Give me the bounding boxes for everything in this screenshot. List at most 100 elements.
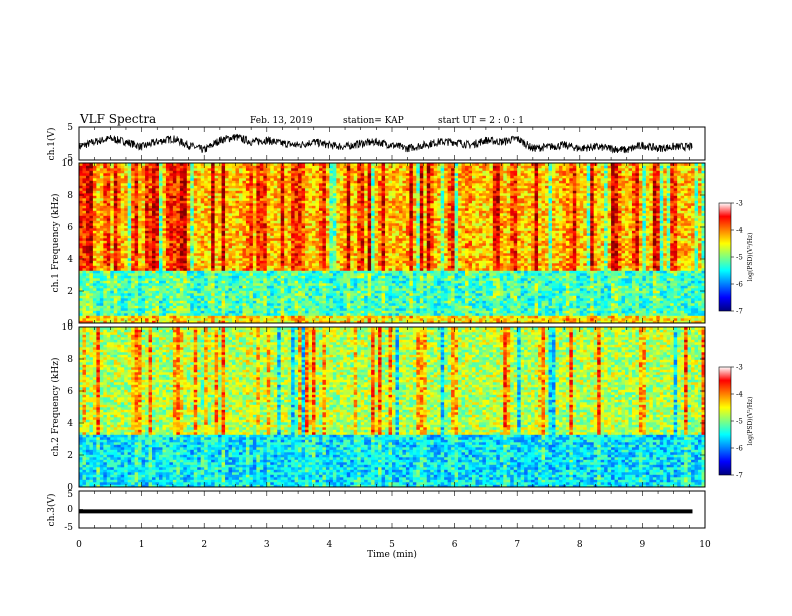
spectrogram-cell: [135, 243, 139, 246]
spectrogram-cell: [149, 313, 153, 316]
spectrogram-cell: [173, 241, 177, 244]
spectrogram-cell: [156, 271, 160, 274]
spectrogram-cell: [173, 271, 177, 274]
spectrogram-cell: [107, 268, 111, 271]
spectrogram-cell: [138, 191, 142, 194]
spectrogram-cell: [86, 243, 90, 246]
spectrogram-cell: [169, 213, 173, 216]
spectrogram-cell: [166, 291, 170, 294]
spectrogram-cell: [117, 276, 121, 279]
spectrogram-cell: [166, 298, 170, 301]
spectrogram-cell: [103, 201, 107, 204]
spectrogram-cell: [152, 291, 156, 294]
spectrogram-cell: [131, 206, 135, 209]
spectrogram-cell: [142, 308, 146, 311]
spectrogram-cell: [79, 233, 83, 236]
spectrogram-cell: [162, 266, 166, 269]
spectrogram-cell: [93, 191, 97, 194]
spectrogram-cell: [86, 213, 90, 216]
spectrogram-cell: [166, 271, 170, 274]
spectrogram-cell: [128, 166, 132, 169]
spectrogram-cell: [124, 183, 128, 186]
spectrogram-cell: [117, 281, 121, 284]
spectrogram-cell: [135, 268, 139, 271]
spectrogram-cell: [103, 283, 107, 286]
spectrogram-cell: [156, 248, 160, 251]
spectrogram-cell: [124, 231, 128, 234]
spectrogram-cell: [107, 256, 111, 259]
spectrogram-cell: [152, 223, 156, 226]
spectrogram-cell: [114, 251, 118, 254]
spectrogram-cell: [107, 253, 111, 256]
spectrogram-cell: [86, 188, 90, 191]
spectrogram-cell: [114, 313, 118, 316]
spectrogram-cell: [135, 246, 139, 249]
spectrogram-cell: [166, 268, 170, 271]
spectrogram-cell: [173, 256, 177, 259]
spectrogram-cell: [142, 288, 146, 291]
spectrogram-cell: [100, 238, 104, 241]
spectrogram-cell: [142, 261, 146, 264]
spectrogram-cell: [145, 238, 149, 241]
spectrogram-cell: [149, 221, 153, 224]
spectrogram-cell: [86, 198, 90, 201]
spectrogram-cell: [173, 238, 177, 241]
spectrogram-cell: [93, 278, 97, 281]
spectrogram-cell: [149, 231, 153, 234]
spectrogram-cell: [82, 276, 86, 279]
spectrogram-cell: [124, 173, 128, 176]
spectrogram-cell: [131, 233, 135, 236]
spectrogram-cell: [117, 296, 121, 299]
spectrogram-cell: [135, 286, 139, 289]
spectrogram-cell: [89, 308, 93, 311]
spectrogram-cell: [162, 216, 166, 219]
spectrogram-cell: [152, 178, 156, 181]
spectrogram-cell: [159, 193, 163, 196]
spectrogram-cell: [166, 246, 170, 249]
spectrogram-cell: [166, 256, 170, 259]
spectrogram-cell: [100, 313, 104, 316]
spectrogram-cell: [173, 278, 177, 281]
spectrogram-cell: [86, 291, 90, 294]
spectrogram-cell: [110, 318, 114, 321]
spectrogram-cell: [159, 211, 163, 214]
spectrogram-cell: [110, 218, 114, 221]
spectrogram-cell: [100, 273, 104, 276]
spectrogram-cell: [96, 236, 100, 239]
spectrogram-cell: [96, 256, 100, 259]
spectrogram-cell: [166, 188, 170, 191]
spectrogram-cell: [121, 268, 125, 271]
spectrogram-cell: [103, 176, 107, 179]
vlf-spectra-figure: VLF Spectra Feb. 13, 2019 station= KAP s…: [0, 0, 792, 612]
spectrogram-cell: [89, 266, 93, 269]
spectrogram-cell: [169, 283, 173, 286]
spectrogram-cell: [156, 293, 160, 296]
spectrogram-cell: [107, 186, 111, 189]
spectrogram-cell: [173, 231, 177, 234]
spectrogram-cell: [79, 283, 83, 286]
spectrogram-cell: [100, 271, 104, 274]
spectrogram-cell: [121, 181, 125, 184]
spectrogram-cell: [100, 216, 104, 219]
spectrogram-cell: [131, 186, 135, 189]
spectrogram-cell: [121, 183, 125, 186]
spectrogram-cell: [82, 278, 86, 281]
spectrogram-cell: [142, 188, 146, 191]
spectrogram-cell: [145, 183, 149, 186]
spectrogram-cell: [142, 318, 146, 321]
spectrogram-cell: [82, 206, 86, 209]
spectrogram-cell: [149, 246, 153, 249]
spectrogram-cell: [86, 281, 90, 284]
spectrogram-cell: [110, 216, 114, 219]
spectrogram-cell: [162, 231, 166, 234]
spectrogram-cell: [131, 196, 135, 199]
spectrogram-cell: [107, 223, 111, 226]
spectrogram-cell: [142, 173, 146, 176]
spectrogram-cell: [114, 261, 118, 264]
spectrogram-cell: [166, 226, 170, 229]
spectrogram-cell: [145, 311, 149, 314]
spectrogram-cell: [135, 253, 139, 256]
spectrogram-cell: [93, 288, 97, 291]
spectrogram-cell: [149, 276, 153, 279]
spectrogram-cell: [100, 306, 104, 309]
